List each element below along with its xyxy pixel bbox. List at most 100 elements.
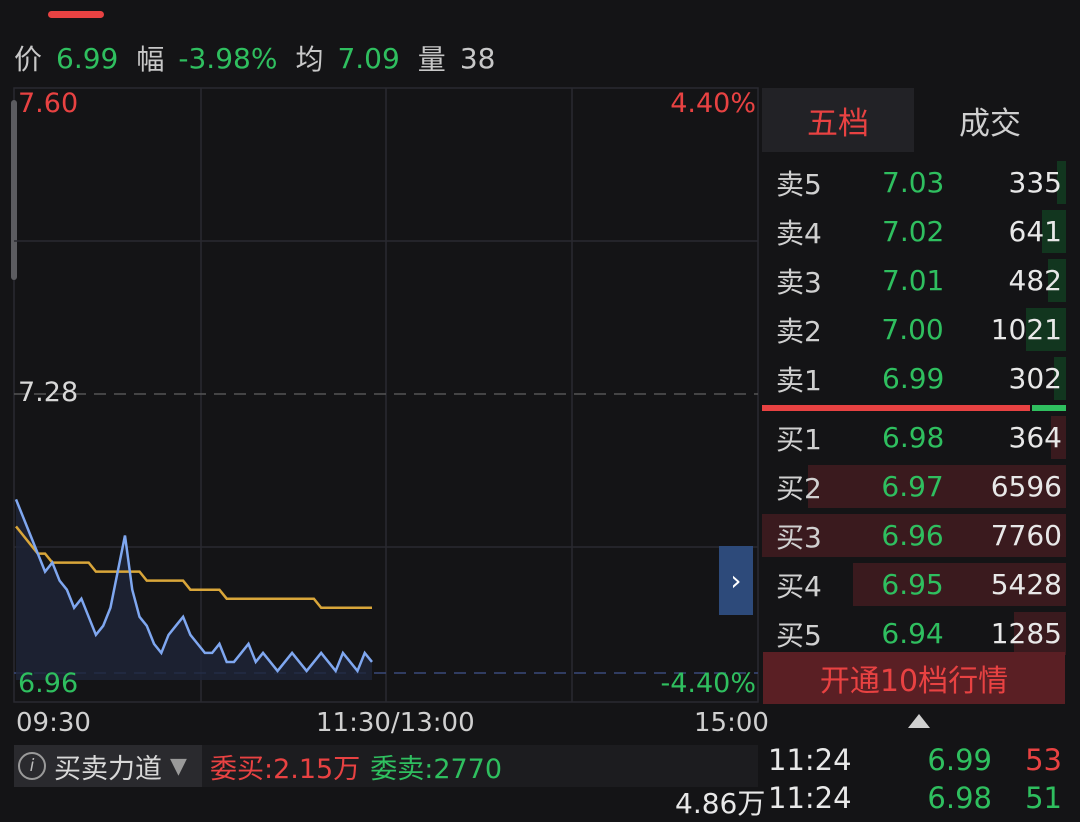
tick-qty: 53 — [1025, 743, 1062, 777]
volume-label: 量 — [417, 43, 446, 76]
chart-scrollbar[interactable] — [11, 100, 17, 280]
triangle-down-icon: ▼ — [170, 753, 187, 779]
ask-levels: 卖5 7.03 335 卖4 7.02 641 卖3 7.01 482 卖2 7.00 1021 卖1 6… — [762, 158, 1066, 403]
tick-qty: 51 — [1025, 781, 1062, 815]
level-price: 7.03 — [882, 166, 945, 199]
active-tab-indicator — [48, 11, 104, 18]
level-price: 6.99 — [882, 362, 945, 395]
bid-ask-ratio-bar — [762, 403, 1066, 413]
total-volume-text: 4.86万 — [675, 787, 766, 820]
level-price: 7.00 — [881, 313, 944, 346]
tab-five-levels[interactable]: 五档 — [762, 88, 914, 152]
ask-row[interactable]: 卖2 7.00 1021 — [762, 305, 1066, 354]
bid-row[interactable]: 买5 6.94 1285 — [762, 609, 1066, 658]
level-price: 6.94 — [881, 617, 944, 650]
force-label: 买卖力道 — [54, 753, 162, 785]
info-icon[interactable]: i — [18, 752, 46, 780]
volume-bar — [1051, 416, 1066, 459]
ask-row[interactable]: 卖5 7.03 335 — [762, 158, 1066, 207]
level-label: 买2 — [776, 471, 822, 505]
level-price: 6.98 — [882, 421, 945, 454]
price-label: 价 — [14, 43, 43, 76]
level-label: 买4 — [776, 569, 822, 603]
level-price: 6.95 — [881, 568, 944, 601]
y-axis-mid-label: 7.28 — [18, 377, 78, 408]
buy-sell-force-bar: i 买卖力道 ▼ 委买:2.15万 委卖:2770 — [14, 745, 758, 787]
time-axis-end: 15:00 — [694, 708, 769, 738]
level-label: 买1 — [776, 422, 822, 456]
time-axis-start: 09:30 — [16, 708, 91, 738]
volume-value: 38 — [459, 41, 496, 75]
avg-value: 7.09 — [337, 41, 400, 75]
level-qty: 1285 — [990, 617, 1062, 650]
force-dropdown[interactable]: i 买卖力道 ▼ — [14, 745, 202, 787]
ask-row[interactable]: 卖4 7.02 641 — [762, 207, 1066, 256]
level-price: 6.96 — [881, 519, 944, 552]
bid-levels: 买1 6.98 364 买2 6.97 6596 买3 6.96 7760 买4 6.95 5428 买… — [762, 413, 1066, 658]
caret-up-icon[interactable] — [908, 714, 930, 728]
level-label: 买3 — [776, 520, 822, 554]
intraday-chart[interactable]: 7.60 7.28 6.96 4.40% -4.40% — [0, 86, 760, 706]
volume-bar — [1048, 259, 1066, 302]
expand-panel-button[interactable]: › — [719, 546, 753, 615]
y-axis-top-label: 7.60 — [18, 88, 78, 119]
tick-price: 6.99 — [927, 743, 992, 777]
volume-bar — [1042, 210, 1066, 253]
level-label: 卖3 — [776, 265, 822, 299]
level-qty: 482 — [1008, 264, 1062, 297]
tab-trades[interactable]: 成交 — [914, 88, 1066, 152]
volume-bar — [762, 514, 1066, 557]
level-label: 卖4 — [776, 216, 822, 250]
order-book-tabs: 五档 成交 — [762, 88, 1066, 152]
level-label: 买5 — [776, 618, 822, 652]
avg-label: 均 — [295, 43, 324, 76]
level-price: 7.02 — [882, 215, 945, 248]
volume-bar — [1026, 308, 1066, 351]
chevron-right-icon: › — [730, 564, 742, 597]
level-label: 卖1 — [776, 363, 822, 397]
level-label: 卖2 — [776, 314, 822, 348]
change-label: 幅 — [136, 43, 165, 76]
trade-tick-row: 11:24 6.98 51 — [768, 781, 1066, 815]
ask-volume-text: 委卖:2770 — [370, 753, 503, 785]
bid-volume-text: 委买:2.15万 — [210, 753, 361, 785]
bid-row[interactable]: 买4 6.95 5428 — [762, 560, 1066, 609]
level-qty: 335 — [1008, 166, 1062, 199]
avg-price-line — [15, 525, 372, 609]
level-qty: 302 — [1008, 362, 1062, 395]
level-qty: 5428 — [990, 568, 1062, 601]
bid-row[interactable]: 买2 6.97 6596 — [762, 462, 1066, 511]
y-axis-bottom-label: 6.96 — [18, 668, 78, 699]
bid-row[interactable]: 买1 6.98 364 — [762, 413, 1066, 462]
volume-bar — [1057, 161, 1066, 204]
change-value: -3.98% — [178, 41, 278, 75]
tick-time: 11:24 — [768, 743, 852, 777]
level-qty: 6596 — [990, 470, 1062, 503]
tick-time: 11:24 — [768, 781, 852, 815]
pct-axis-bottom-label: -4.40% — [660, 668, 756, 699]
level-qty: 641 — [1008, 215, 1062, 248]
order-book-panel: 五档 成交 卖5 7.03 335 卖4 7.02 641 卖3 7.01 482 卖2 7.00 1… — [762, 88, 1066, 658]
volume-bar — [1014, 612, 1066, 655]
price-value: 6.99 — [56, 41, 119, 75]
level-qty: 7760 — [990, 519, 1062, 552]
bid-row[interactable]: 买3 6.96 7760 — [762, 511, 1066, 560]
volume-bar — [853, 563, 1066, 606]
level-price: 7.01 — [882, 264, 945, 297]
volume-bar — [808, 465, 1066, 508]
upgrade-10-level-button[interactable]: 开通10档行情 — [763, 652, 1065, 704]
ask-row[interactable]: 卖3 7.01 482 — [762, 256, 1066, 305]
volume-bar — [1054, 357, 1066, 400]
time-axis-mid: 11:30/13:00 — [316, 708, 475, 738]
trade-tick-row: 11:24 6.99 53 — [768, 743, 1066, 777]
price-line — [14, 498, 373, 674]
quote-info-bar: 价 6.99 幅 -3.98% 均 7.09 量 38 — [14, 38, 513, 78]
tick-price: 6.98 — [927, 781, 992, 815]
level-qty: 1021 — [990, 313, 1062, 346]
level-qty: 364 — [1008, 421, 1062, 454]
price-area-fill — [16, 499, 372, 680]
level-label: 卖5 — [776, 167, 822, 201]
ask-row[interactable]: 卖1 6.99 302 — [762, 354, 1066, 403]
pct-axis-top-label: 4.40% — [670, 88, 756, 119]
level-price: 6.97 — [881, 470, 944, 503]
